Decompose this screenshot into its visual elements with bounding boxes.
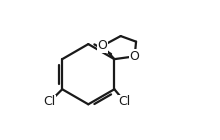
Text: Cl: Cl <box>119 95 131 108</box>
Text: O: O <box>97 39 107 52</box>
Text: O: O <box>130 50 140 63</box>
Text: Cl: Cl <box>44 95 56 108</box>
